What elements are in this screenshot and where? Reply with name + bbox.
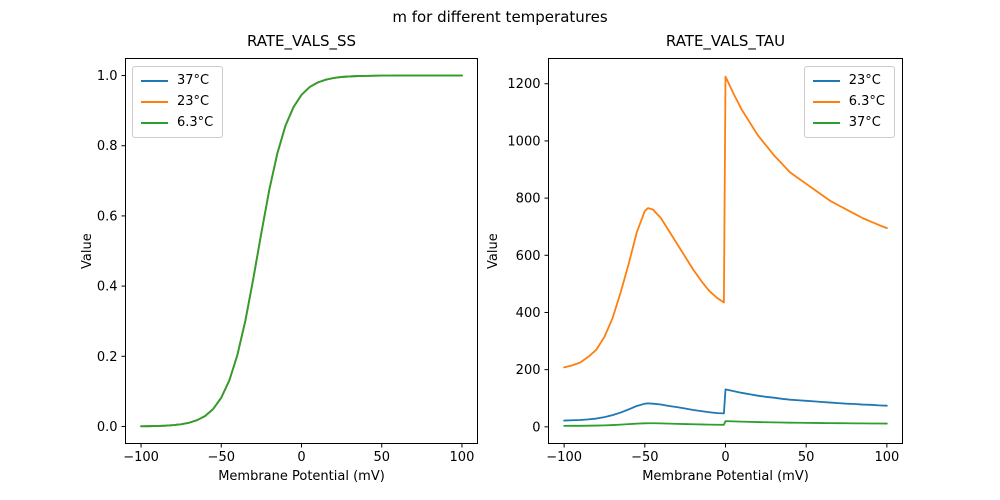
axes-frame: [125, 58, 478, 444]
y-tick-label: 0.4: [97, 280, 118, 295]
chart-1-title: RATE_VALS_TAU: [665, 32, 786, 50]
y-tick-label: 0.0: [97, 420, 118, 435]
legend-entry: 6.3°C: [141, 113, 213, 133]
legend-line-sample: [141, 101, 168, 103]
legend-entry: 37°C: [812, 113, 885, 133]
axes-frame: [548, 58, 903, 444]
x-tick-label: 0: [721, 450, 729, 465]
y-tick-label: 800: [516, 192, 541, 207]
y-tick-label: 1000: [507, 134, 540, 149]
x-tick-label: 50: [798, 450, 815, 465]
legend-line-sample: [812, 122, 840, 124]
y-tick-label: 200: [516, 363, 541, 378]
legend-entry: 23°C: [812, 71, 885, 91]
y-tick-label: 1200: [507, 77, 540, 92]
x-tick-label: 100: [450, 450, 475, 465]
series-line-23C: [563, 388, 888, 422]
figure-suptitle: m for different temperatures: [392, 8, 608, 26]
chart-0-xlabel: Membrane Potential (mV): [218, 469, 385, 484]
chart-0-title: RATE_VALS_SS: [246, 32, 357, 50]
x-tick-label: 50: [373, 450, 390, 465]
legend-label: 23°C: [848, 73, 881, 88]
legend-label: 6.3°C: [848, 94, 885, 109]
y-tick-label: 600: [516, 249, 541, 264]
legend-label: 37°C: [848, 115, 881, 130]
x-tick-label: 100: [874, 450, 899, 465]
x-tick-label: −100: [123, 450, 159, 465]
series-line-37C: [563, 420, 888, 427]
series-line-6.3C: [563, 75, 888, 369]
chart-1-ylabel: Value: [486, 233, 501, 269]
series-line-6.3C: [140, 74, 463, 428]
y-tick-label: 0.6: [97, 209, 118, 224]
legend-label: 37°C: [177, 73, 210, 88]
chart-1-xlabel: Membrane Potential (mV): [642, 469, 809, 484]
y-tick-label: 400: [516, 306, 541, 321]
y-tick-label: 1.0: [97, 69, 118, 84]
legend-label: 23°C: [177, 94, 210, 109]
legend-line-sample: [141, 122, 168, 124]
chart-0-ylabel: Value: [80, 233, 95, 269]
x-tick-label: −50: [631, 450, 658, 465]
legend-line-sample: [141, 80, 168, 82]
legend-entry: 23°C: [141, 92, 213, 112]
chart-0-legend: 37°C 23°C 6.3°C: [132, 66, 224, 138]
x-tick-label: −50: [208, 450, 235, 465]
chart-0-plot-area: −100 −50 0 50 100 0.0 0.2 0.4 0.6 0.8 1.0: [97, 58, 478, 465]
x-tick-label: 0: [297, 450, 305, 465]
y-tick-label: 0.8: [97, 139, 118, 154]
y-tick-label: 0: [532, 420, 540, 435]
x-tick-label: −100: [546, 450, 582, 465]
chart-1-legend: 23°C 6.3°C 37°C: [803, 66, 895, 138]
legend-label: 6.3°C: [177, 115, 214, 130]
legend-line-sample: [812, 80, 840, 82]
legend-line-sample: [812, 101, 840, 103]
y-tick-label: 0.2: [97, 350, 118, 365]
legend-entry: 37°C: [141, 71, 213, 91]
legend-entry: 6.3°C: [812, 92, 885, 112]
